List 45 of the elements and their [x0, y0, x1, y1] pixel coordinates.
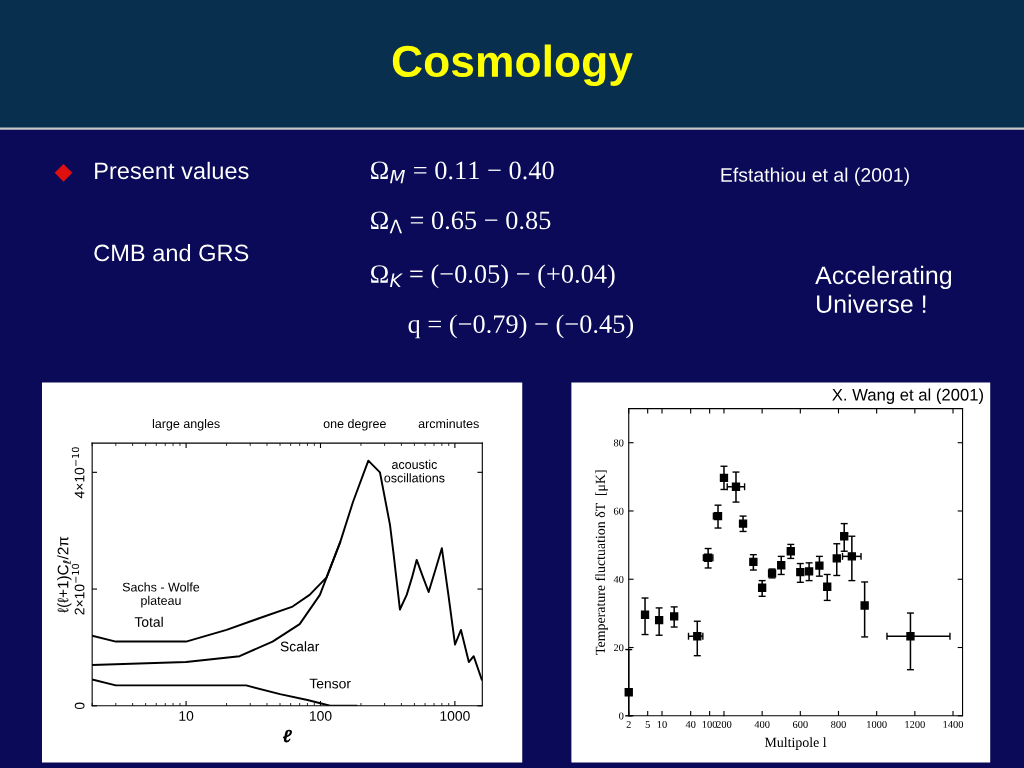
text: one degree	[323, 418, 386, 431]
series-label: Tensor	[309, 678, 351, 689]
text: Present values	[95, 161, 249, 180]
y-axis-title: Temperature fluctuation δT [μK]	[595, 470, 608, 655]
y-tick-label: 80	[613, 439, 624, 447]
y-tick-label: 0	[74, 702, 85, 710]
y-tick-label: 0	[619, 712, 624, 720]
text: X. Wang et al (2001)	[832, 388, 984, 404]
text: Ω$_{K}$ = (−0.05) − (+0.04)	[371, 264, 615, 289]
x-tick-label: 5	[645, 721, 650, 728]
y-tick-label: 4×10$^{−10}$	[71, 447, 85, 499]
annotation: acoustic oscillations	[384, 459, 445, 483]
y-tick-label: 2×10$^{−10}$	[71, 563, 85, 615]
x-tick-label: 400	[754, 720, 770, 728]
series-label: Scalar	[280, 641, 320, 652]
x-axis-title: Multipole l	[764, 737, 827, 750]
x-tick-label: 1200	[905, 720, 925, 728]
text: Efstathiou et al (2001)	[721, 167, 909, 186]
series-label: Total	[134, 616, 163, 627]
x-tick-label: 40	[685, 720, 696, 728]
text: Ω$_{Λ}$ = 0.65 − 0.85	[371, 211, 551, 234]
text: Accelerating Universe !	[815, 265, 952, 313]
text: large angles	[152, 418, 220, 431]
y-tick-label: 60	[613, 507, 624, 515]
y-tick-label: 40	[613, 575, 624, 583]
y-axis-title: ℓ(ℓ+1)C$_{ℓ}$/2π	[57, 536, 72, 613]
x-tick-label: 800	[831, 720, 846, 728]
x-tick-label: 100	[309, 711, 332, 721]
text: Cosmology	[392, 44, 633, 87]
x-tick-label: 200	[716, 720, 732, 728]
x-tick-label: 1000	[867, 720, 887, 728]
x-tick-label: 100	[702, 720, 718, 728]
text: arcminutes	[418, 418, 479, 429]
x-axis-title: ℓ	[282, 729, 292, 743]
text: Ω$_{M}$ = 0.11 − 0.40	[371, 161, 554, 184]
x-tick-label: 1400	[943, 720, 964, 728]
text: q = (−0.79) − (−0.45)	[408, 314, 634, 339]
x-tick-label: 1000	[440, 711, 470, 721]
x-tick-label: 10	[657, 720, 667, 728]
x-tick-label: 10	[179, 711, 194, 721]
x-tick-label: 600	[792, 720, 808, 728]
text: CMB and GRS	[94, 243, 249, 262]
annotation: Sachs - Wolfe plateau	[122, 582, 200, 608]
y-tick-label: 20	[613, 644, 624, 652]
x-tick-label: 2	[626, 720, 631, 728]
